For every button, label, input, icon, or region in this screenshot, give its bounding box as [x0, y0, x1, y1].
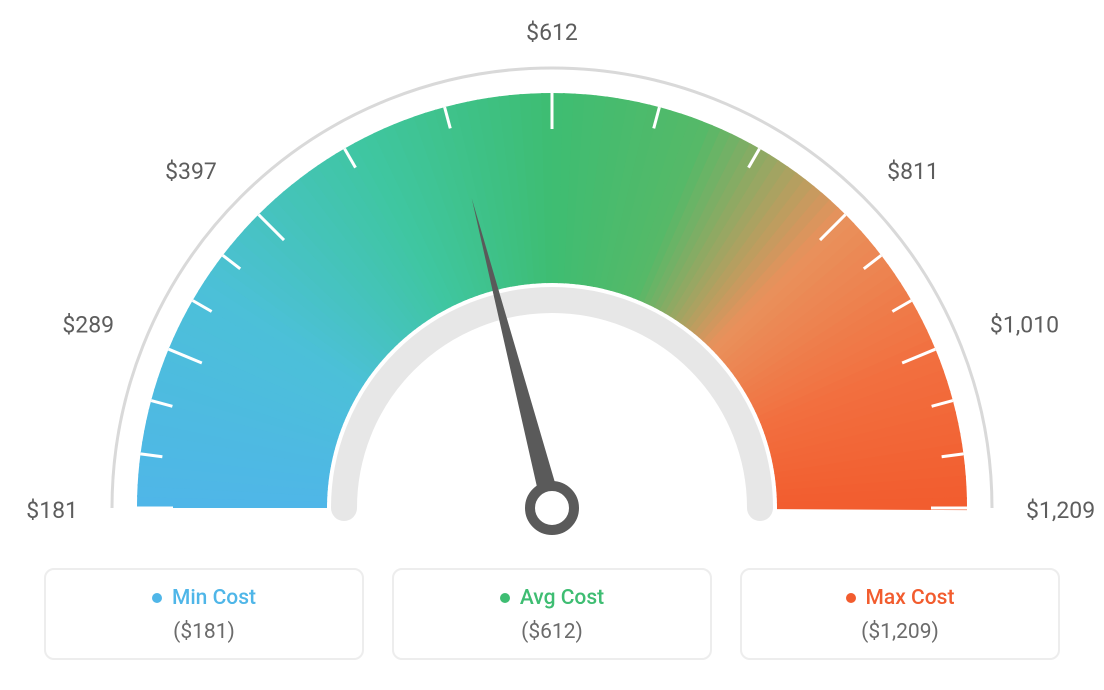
tick-label: $181 [26, 497, 78, 524]
legend-dot-icon [500, 593, 510, 603]
legend-value: ($181) [56, 620, 352, 644]
legend-box-min: Min Cost ($181) [44, 568, 364, 660]
cost-gauge: $181 $289 $397 $612 $811 $1,010 $1,209 [0, 0, 1104, 560]
legend-label: Avg Cost [520, 586, 604, 610]
legend-dot-icon [846, 593, 856, 603]
legend-value: ($612) [404, 620, 700, 644]
legend-dot-icon [152, 593, 162, 603]
tick-label: $397 [165, 158, 217, 185]
tick-label: $811 [887, 158, 939, 185]
legend-title: Min Cost [152, 586, 256, 610]
gauge-svg: $181 $289 $397 $612 $811 $1,010 $1,209 [0, 0, 1104, 560]
legend-value: ($1,209) [752, 620, 1048, 644]
legend-box-max: Max Cost ($1,209) [740, 568, 1060, 660]
tick-label: $289 [62, 312, 114, 339]
legend-row: Min Cost ($181) Avg Cost ($612) Max Cost ($1,… [0, 568, 1104, 660]
tick-label: $1,010 [990, 312, 1059, 339]
legend-box-avg: Avg Cost ($612) [392, 568, 712, 660]
tick-label: $1,209 [1026, 497, 1095, 524]
legend-title: Avg Cost [500, 586, 604, 610]
legend-label: Min Cost [172, 586, 256, 610]
legend-title: Max Cost [846, 586, 955, 610]
tick-label: $612 [526, 19, 578, 46]
legend-label: Max Cost [866, 586, 955, 610]
